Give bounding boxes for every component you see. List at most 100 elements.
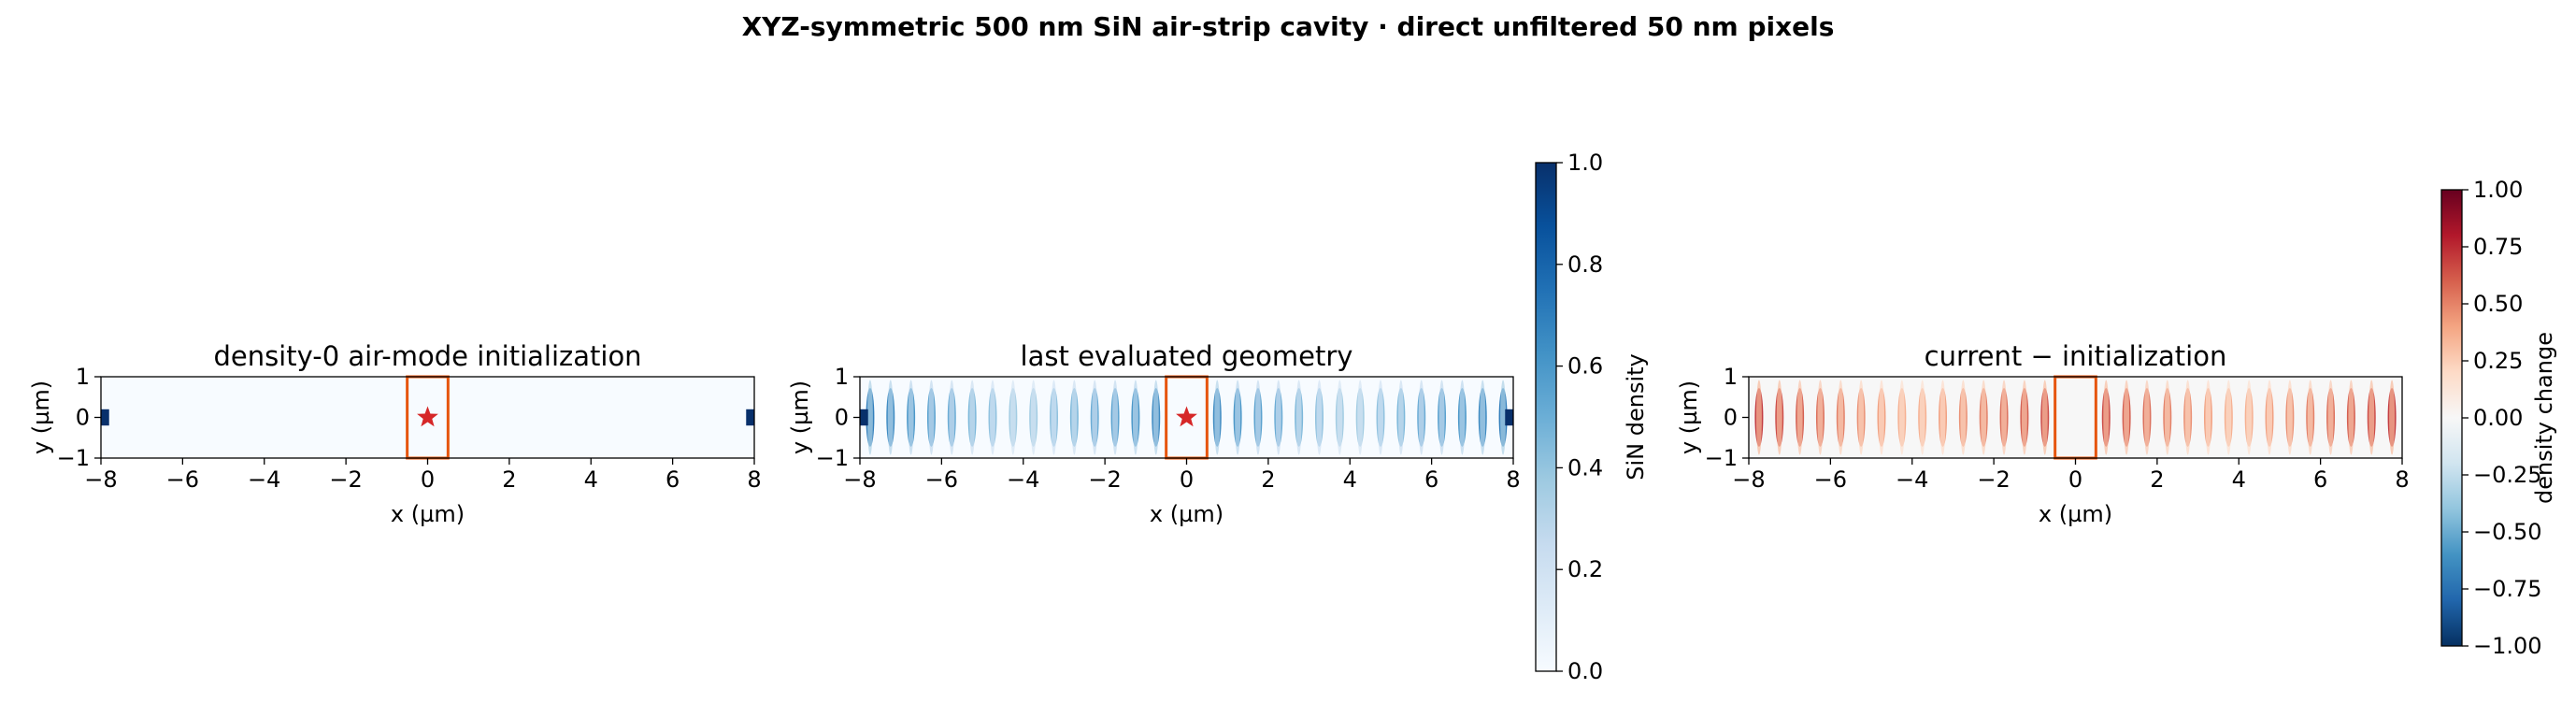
- colorbar-tick-label: 0.2: [1567, 556, 1603, 582]
- colorbar-label: density change: [2531, 332, 2557, 504]
- x-tick-label: −2: [1977, 466, 2010, 493]
- x-tick-label: 0: [1180, 466, 1194, 493]
- feed-right: [1505, 409, 1513, 426]
- density-stripe-halo: [1418, 380, 1424, 455]
- density-stripe-halo: [2389, 380, 2396, 455]
- density-stripe-halo: [1480, 380, 1486, 455]
- source-star: [1176, 406, 1197, 427]
- y-tick-label: −1: [816, 445, 849, 471]
- density-stripe-halo: [2286, 380, 2293, 455]
- colorbar-tick-label: −0.25: [2473, 462, 2542, 488]
- colorbar-tick-label: 0.0: [1567, 658, 1603, 684]
- panel-initialization: −8 −6 −4 −2 0 2 4 6 8 −1 0 1 density-0 air-mode init…: [28, 340, 762, 527]
- density-stripe-halo: [1898, 380, 1905, 455]
- x-axis-label: x (µm): [2039, 501, 2112, 527]
- density-stripe-halo: [1500, 380, 1507, 455]
- y-tick-label: 0: [76, 405, 90, 431]
- feed-left: [860, 409, 868, 426]
- x-tick-label: 8: [2395, 466, 2409, 493]
- colorbar-tick-label: 0.00: [2473, 405, 2523, 431]
- colorbar-tick-label: −0.50: [2473, 519, 2542, 545]
- density-stripe-halo: [949, 380, 955, 455]
- density-stripe-halo: [887, 380, 894, 455]
- density-stripe-halo: [1838, 380, 1844, 455]
- density-stripe-halo: [1295, 380, 1302, 455]
- x-tick-label: 0: [2068, 466, 2082, 493]
- x-tick-label: 2: [1261, 466, 1275, 493]
- x-tick-label: −6: [166, 466, 199, 493]
- y-axis-label: y (µm): [28, 380, 54, 454]
- colorbar-gradient: [2440, 189, 2463, 647]
- density-stripe-halo: [2021, 380, 2027, 455]
- colorbar-tick-label: 0.4: [1567, 454, 1603, 481]
- density-stripe-halo: [1030, 380, 1037, 455]
- density-stripe-halo: [1275, 380, 1281, 455]
- density-stripe-halo: [1755, 380, 1762, 455]
- density-stripe-halo: [1397, 380, 1404, 455]
- density-stripe-halo: [1459, 380, 1466, 455]
- x-tick-label: 8: [747, 466, 761, 493]
- x-tick-label: −4: [1007, 466, 1039, 493]
- density-stripe-halo: [2246, 380, 2253, 455]
- density-stripe-halo: [1254, 380, 1261, 455]
- density-stripe-halo: [2124, 380, 2130, 455]
- source-star: [417, 406, 438, 427]
- x-tick-label: 6: [665, 466, 680, 493]
- density-stripe-halo: [1357, 380, 1364, 455]
- x-tick-label: −6: [1814, 466, 1847, 493]
- density-stripe-halo: [2348, 380, 2354, 455]
- y-axis-label: y (µm): [1676, 380, 1702, 454]
- colorbar-tick-label: 0.6: [1567, 353, 1603, 380]
- feed-left: [101, 409, 109, 426]
- x-tick-label: −8: [843, 466, 876, 493]
- density-stripe-halo: [1796, 380, 1803, 455]
- colorbar-label: SiN density: [1623, 353, 1649, 480]
- density-stripe-halo: [1981, 380, 1987, 455]
- colorbar-gradient: [1535, 162, 1557, 672]
- y-tick-label: 1: [1724, 364, 1738, 390]
- y-tick-label: 1: [76, 364, 90, 390]
- x-axis-label: x (µm): [391, 501, 465, 527]
- x-tick-label: −8: [84, 466, 117, 493]
- density-stripe-halo: [989, 380, 995, 455]
- colorbar-tick-label: −0.75: [2473, 576, 2542, 602]
- density-stripe-halo: [2164, 380, 2170, 455]
- colorbar-tick-label: 0.25: [2473, 348, 2523, 374]
- density-stripe-halo: [2143, 380, 2150, 455]
- panel-title: last evaluated geometry: [1021, 340, 1353, 372]
- colorbar-tick-label: −1.00: [2473, 633, 2542, 659]
- density-stripe-halo: [2041, 380, 2048, 455]
- y-tick-label: 1: [835, 364, 849, 390]
- y-tick-label: −1: [1705, 445, 1738, 471]
- density-stripe-halo: [1112, 380, 1119, 455]
- y-axis-label: y (µm): [787, 380, 813, 454]
- x-tick-label: 6: [2313, 466, 2327, 493]
- x-tick-label: 2: [502, 466, 516, 493]
- x-tick-label: 8: [1506, 466, 1520, 493]
- density-stripe-halo: [1817, 380, 1824, 455]
- density-stripe-halo: [2184, 380, 2191, 455]
- density-stripe-halo: [1316, 380, 1323, 455]
- x-tick-label: −4: [1896, 466, 1928, 493]
- density-stripe-halo: [1939, 380, 1946, 455]
- density-stripe-halo: [2267, 380, 2273, 455]
- x-tick-label: −2: [1088, 466, 1121, 493]
- figure-title: XYZ-symmetric 500 nm SiN air-strip cavit…: [742, 11, 1835, 42]
- panel-last-geometry: −8 −6 −4 −2 0 2 4 6 8 −1 0 1 last evaluated geometry…: [787, 340, 1521, 527]
- colorbar-density-change: −1.00 −0.75 −0.50 −0.25 0.00 0.25 0.50 0.75 1.00…: [2440, 177, 2557, 659]
- x-tick-label: −6: [925, 466, 958, 493]
- density-stripe-halo: [1378, 380, 1384, 455]
- density-stripe-halo: [928, 380, 935, 455]
- colorbar-tick-label: 1.0: [1567, 150, 1603, 176]
- x-tick-label: −4: [248, 466, 280, 493]
- x-tick-label: 2: [2150, 466, 2164, 493]
- heatmap-background: [1749, 377, 2402, 458]
- density-stripe-halo: [2368, 380, 2375, 455]
- density-stripe-halo: [1960, 380, 1967, 455]
- x-tick-label: −8: [1732, 466, 1765, 493]
- density-stripe-halo: [908, 380, 914, 455]
- density-stripe-halo: [1438, 380, 1445, 455]
- colorbar-tick-label: 1.00: [2473, 177, 2523, 203]
- x-axis-label: x (µm): [1150, 501, 1224, 527]
